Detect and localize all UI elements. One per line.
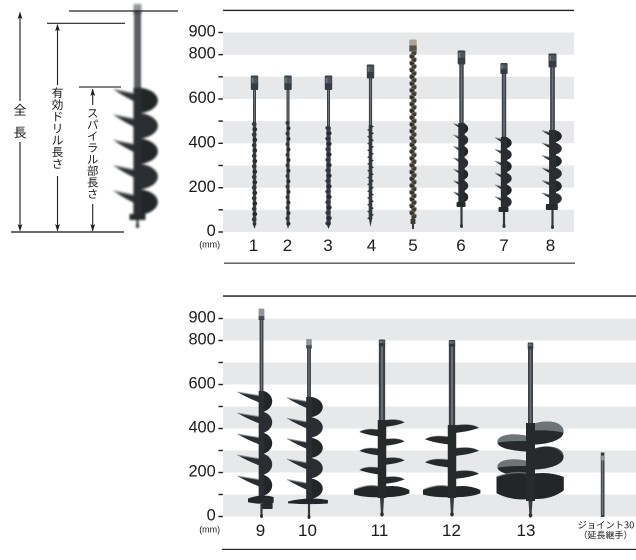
svg-text:200: 200 [188, 178, 215, 196]
svg-text:400: 400 [188, 133, 215, 151]
svg-text:600: 600 [188, 89, 215, 107]
svg-text:800: 800 [188, 45, 215, 63]
svg-text:11: 11 [371, 521, 389, 540]
svg-text:(mm): (mm) [199, 525, 220, 535]
svg-text:10: 10 [298, 521, 317, 540]
svg-text:7: 7 [499, 236, 508, 255]
svg-text:13: 13 [517, 521, 536, 540]
svg-text:200: 200 [188, 463, 215, 481]
svg-text:900: 900 [188, 309, 215, 327]
svg-text:1: 1 [249, 236, 258, 255]
svg-text:3: 3 [323, 236, 332, 255]
svg-text:5: 5 [408, 236, 417, 255]
svg-text:0: 0 [207, 507, 216, 525]
svg-text:400: 400 [188, 419, 215, 437]
svg-text:6: 6 [456, 236, 465, 255]
svg-text:600: 600 [188, 375, 215, 393]
svg-text:900: 900 [188, 23, 215, 41]
svg-text:2: 2 [283, 236, 292, 255]
svg-text:4: 4 [367, 236, 376, 255]
svg-text:8: 8 [546, 236, 555, 255]
svg-text:(mm): (mm) [199, 240, 220, 250]
svg-text:0: 0 [207, 222, 216, 240]
svg-text:800: 800 [188, 331, 215, 349]
svg-text:12: 12 [442, 521, 461, 540]
svg-text:9: 9 [256, 521, 265, 540]
